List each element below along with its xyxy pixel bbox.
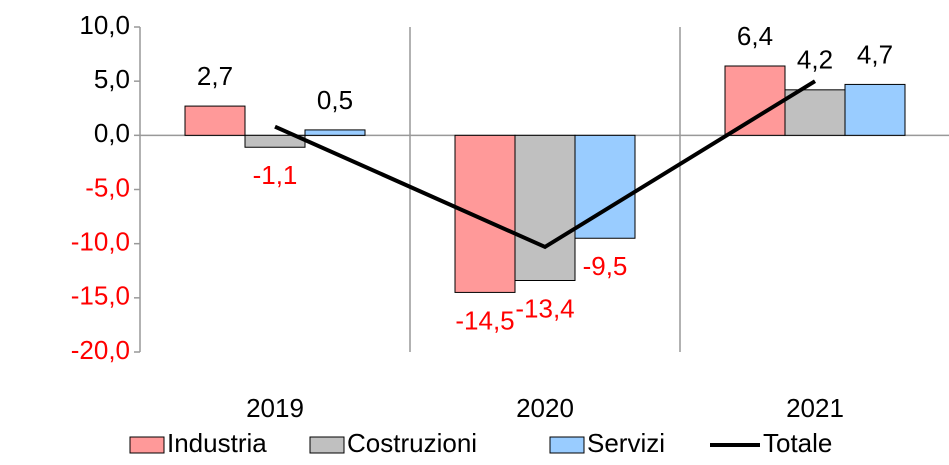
y-tick-label: -20,0 xyxy=(71,335,130,365)
legend-swatch xyxy=(129,436,165,454)
value-label: 0,5 xyxy=(317,85,353,115)
bar xyxy=(454,134,516,293)
value-label: 4,7 xyxy=(857,39,893,69)
bar xyxy=(304,129,366,136)
x-tick-label: 2019 xyxy=(246,393,304,423)
value-label: -14,5 xyxy=(455,305,514,335)
value-label: -1,1 xyxy=(253,160,298,190)
total-line xyxy=(274,79,817,250)
legend-label: Servizi xyxy=(587,428,665,458)
bar xyxy=(724,65,786,136)
y-tick-label: -5,0 xyxy=(85,172,130,202)
legend-swatch xyxy=(549,436,585,454)
y-tick-label: -10,0 xyxy=(71,227,130,257)
y-tick-label: 5,0 xyxy=(94,64,130,94)
legend-swatch xyxy=(309,436,345,454)
legend-label: Industria xyxy=(167,428,267,458)
value-label: 2,7 xyxy=(197,61,233,91)
value-label: -13,4 xyxy=(515,293,574,323)
value-label: -9,5 xyxy=(583,251,628,281)
bar xyxy=(784,89,846,136)
y-tick-label: -15,0 xyxy=(71,281,130,311)
bar xyxy=(184,105,246,136)
bar xyxy=(514,134,576,281)
x-tick-label: 2021 xyxy=(786,393,844,423)
value-label: 6,4 xyxy=(737,21,773,51)
bar xyxy=(844,83,906,136)
y-tick-label: 10,0 xyxy=(79,10,130,40)
value-label: 4,2 xyxy=(797,45,833,75)
legend-label: Totale xyxy=(763,428,832,458)
y-tick-label: 0,0 xyxy=(94,118,130,148)
x-tick-label: 2020 xyxy=(516,393,574,423)
legend-label: Costruzioni xyxy=(347,428,477,458)
